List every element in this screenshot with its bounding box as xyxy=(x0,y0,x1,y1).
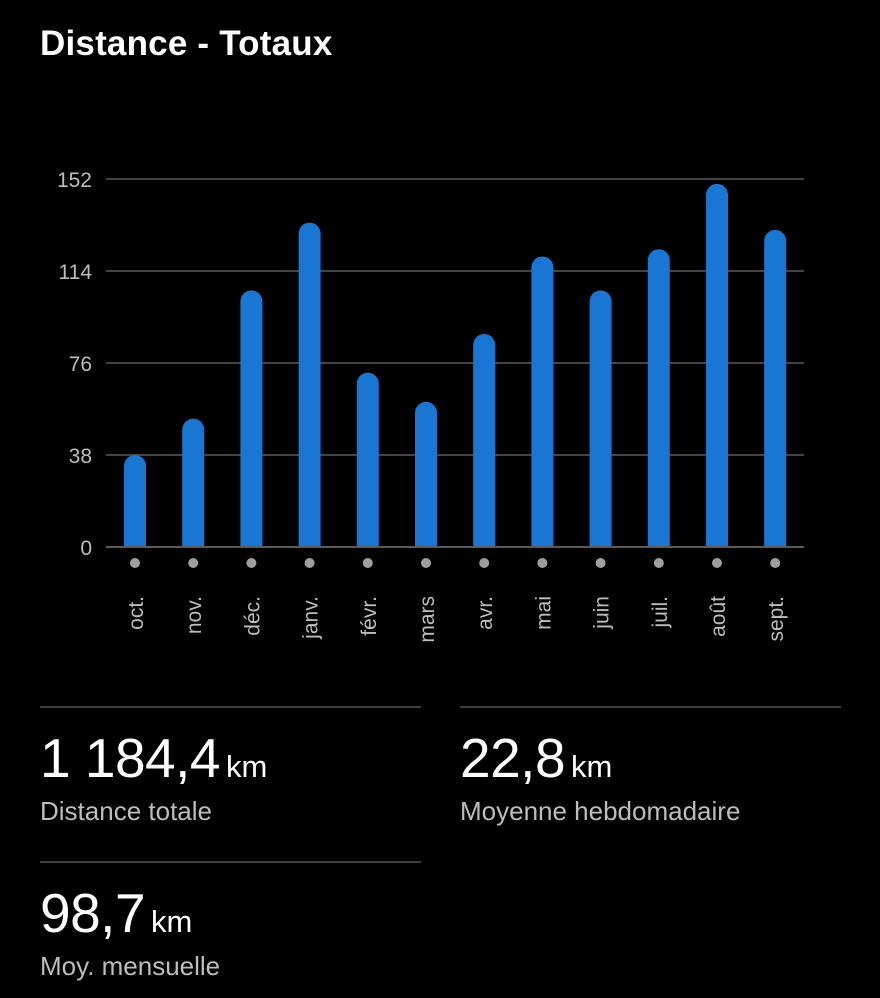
stat-total-distance: 1 184,4 km Distance totale xyxy=(40,706,421,827)
x-tick-dot-sept. xyxy=(770,558,781,568)
x-tick-dot-juin xyxy=(595,558,606,568)
chart-bars xyxy=(104,183,806,561)
page-title: Distance - Totaux xyxy=(40,24,333,63)
x-tick-label-sept.: sept. xyxy=(765,596,788,642)
y-tick-label-76: 76 xyxy=(69,353,92,376)
bar-nov.[interactable] xyxy=(182,418,205,558)
x-tick-dot-avr. xyxy=(479,558,490,568)
x-tick-label-juin: juin xyxy=(591,596,614,630)
x-tick-dot-août xyxy=(712,558,722,568)
stat-monthly-average: 98,7 km Moy. mensuelle xyxy=(40,861,421,982)
y-tick-label-38: 38 xyxy=(69,445,92,468)
weekly-average-unit: km xyxy=(571,749,613,784)
x-tick-label-mai: mai xyxy=(532,596,555,630)
x-tick-label-juil.: juil. xyxy=(649,596,672,629)
weekly-average-value: 22,8 xyxy=(460,727,566,789)
bar-août[interactable] xyxy=(706,183,728,558)
total-distance-value: 1 184,4 xyxy=(40,727,221,789)
x-tick-label-août: août xyxy=(707,596,730,637)
weekly-average-label: Moyenne hebdomadaire xyxy=(460,796,741,826)
total-distance-label: Distance totale xyxy=(40,796,212,826)
x-tick-label-oct.: oct. xyxy=(125,596,148,630)
x-tick-dot-mai xyxy=(537,558,548,568)
y-tick-label-152: 152 xyxy=(57,169,92,192)
stat-weekly-average: 22,8 km Moyenne hebdomadaire xyxy=(460,706,841,827)
chart-x-axis: oct. nov. déc. janv. févr. mars avr. mai juin jui… xyxy=(125,558,788,643)
bar-janv.[interactable] xyxy=(298,222,321,558)
bar-févr.[interactable] xyxy=(356,372,379,558)
x-tick-label-avr.: avr. xyxy=(474,596,497,630)
x-tick-dot-févr. xyxy=(362,558,373,568)
x-tick-dot-janv. xyxy=(304,558,315,568)
x-tick-label-janv.: janv. xyxy=(300,596,323,640)
chart-gridlines: 0 38 76 114 152 xyxy=(57,169,804,560)
bar-juil.[interactable] xyxy=(647,249,670,559)
x-tick-label-mars: mars xyxy=(416,596,439,643)
bar-déc.[interactable] xyxy=(240,290,263,558)
distance-bar-chart: 0 38 76 114 152 oct. nov. déc. janv. févr. mars av… xyxy=(57,169,806,643)
x-tick-dot-nov. xyxy=(188,558,199,568)
y-tick-label-114: 114 xyxy=(59,261,93,284)
x-tick-dot-déc. xyxy=(246,558,257,568)
monthly-average-unit: km xyxy=(151,904,193,939)
monthly-average-value: 98,7 xyxy=(40,882,146,944)
bar-oct.[interactable] xyxy=(124,455,146,558)
x-tick-label-déc.: déc. xyxy=(241,596,264,636)
bar-avr.[interactable] xyxy=(473,333,496,558)
bar-mai[interactable] xyxy=(531,256,554,558)
x-tick-dot-juil. xyxy=(653,558,664,568)
bar-mars[interactable] xyxy=(415,401,437,558)
x-tick-label-févr.: févr. xyxy=(358,596,381,636)
total-distance-unit: km xyxy=(226,749,268,784)
x-tick-dot-oct. xyxy=(130,558,140,568)
x-tick-label-nov.: nov. xyxy=(183,596,206,634)
chart-baseline-mask xyxy=(104,548,806,561)
bar-juin[interactable] xyxy=(589,290,612,558)
y-tick-label-0: 0 xyxy=(80,537,92,560)
bar-sept.[interactable] xyxy=(764,229,787,558)
x-tick-dot-mars xyxy=(421,558,431,568)
monthly-average-label: Moy. mensuelle xyxy=(40,951,221,981)
